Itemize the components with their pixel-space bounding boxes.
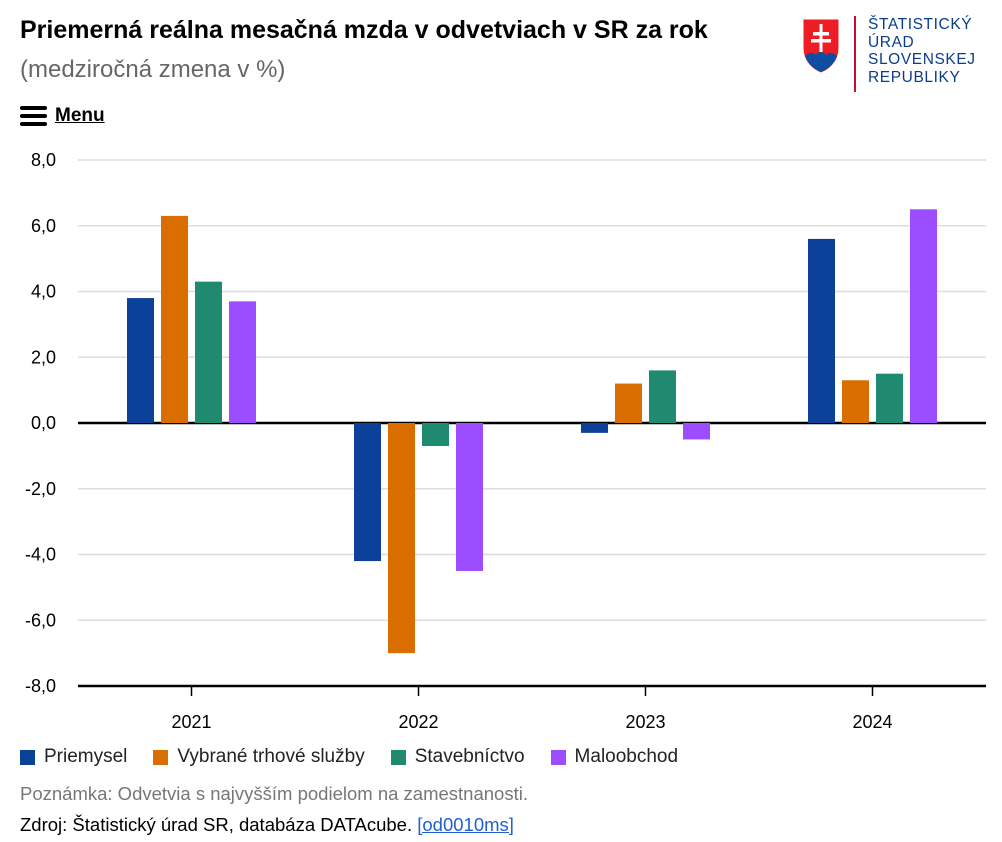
chart-source: Zdroj: Štatistický úrad SR, databáza DAT… [20, 814, 514, 836]
bar [842, 380, 869, 423]
source-link[interactable]: [od0010ms] [417, 814, 514, 835]
chart-subtitle: (medziročná zmena v %) [20, 56, 286, 83]
bar-chart: 8,0 6,0 4,0 2,0 0,0 -2,0 -4,0 -6,0 -8,0 2021 2022 2… [25, 150, 986, 732]
logo-line: ÚRAD [868, 33, 915, 51]
bar [910, 209, 937, 423]
legend-swatch [550, 749, 566, 765]
legend-item-priemysel[interactable]: Priemysel [20, 746, 127, 768]
bar [229, 301, 256, 423]
legend-label: Stavebníctvo [414, 746, 525, 767]
susr-logo[interactable]: ŠTATISTICKÝ ÚRAD SLOVENSKEJ REPUBLIKY [802, 16, 992, 96]
logo-line: REPUBLIKY [868, 68, 961, 86]
hamburger-icon [20, 106, 47, 126]
bar [581, 423, 608, 433]
y-tick-label: -2,0 [25, 479, 56, 499]
x-tick-label: 2021 [171, 712, 211, 732]
x-tick-label: 2022 [398, 712, 438, 732]
legend-swatch [390, 749, 406, 765]
bar [615, 383, 642, 423]
bar [649, 370, 676, 423]
bar [456, 423, 483, 571]
legend-item-maloobchod[interactable]: Maloobchod [550, 746, 679, 768]
chart-note: Poznámka: Odvetvia s najvyšším podielom … [20, 783, 528, 804]
logo-line: ŠTATISTICKÝ [868, 16, 973, 33]
legend-item-stavebnictvo[interactable]: Stavebníctvo [390, 746, 525, 768]
y-tick-label: 8,0 [31, 150, 56, 170]
logo-divider [854, 16, 856, 92]
chart-legend: Priemysel Vybrané trhové služby Stavební… [20, 746, 704, 768]
y-tick-label: 6,0 [31, 216, 56, 236]
y-tick-label: -6,0 [25, 610, 56, 630]
bar [161, 215, 188, 423]
bar [127, 298, 154, 423]
menu-button[interactable]: Menu [20, 104, 105, 128]
y-tick-label: 2,0 [31, 347, 56, 367]
bar [876, 373, 903, 423]
x-tick-label: 2023 [625, 712, 665, 732]
y-tick-label: -8,0 [25, 676, 56, 696]
legend-label: Vybrané trhové služby [177, 746, 365, 767]
legend-label: Priemysel [44, 746, 128, 767]
y-tick-label: -4,0 [25, 545, 56, 565]
legend-swatch [20, 749, 35, 765]
coat-of-arms-icon [802, 18, 840, 74]
bar [195, 281, 222, 423]
menu-label: Menu [55, 105, 105, 126]
x-tick-label: 2024 [852, 712, 892, 732]
logo-text: ŠTATISTICKÝ ÚRAD SLOVENSKEJ REPUBLIKY [868, 16, 976, 86]
y-tick-label: 4,0 [31, 282, 56, 302]
bar [388, 423, 415, 654]
chart-title: Priemerná reálna mesačná mzda v odvetvia… [20, 16, 708, 44]
bar [354, 423, 381, 562]
bar [683, 423, 710, 440]
bar [422, 423, 449, 447]
logo-line: SLOVENSKEJ [868, 51, 976, 68]
legend-swatch [153, 749, 169, 765]
bar [808, 238, 835, 423]
legend-label: Maloobchod [574, 746, 679, 767]
legend-item-vybrane-trhove-sluzby[interactable]: Vybrané trhové služby [153, 746, 365, 768]
source-text: Zdroj: Štatistický úrad SR, databáza DAT… [20, 814, 413, 835]
y-tick-label: 0,0 [31, 413, 56, 433]
